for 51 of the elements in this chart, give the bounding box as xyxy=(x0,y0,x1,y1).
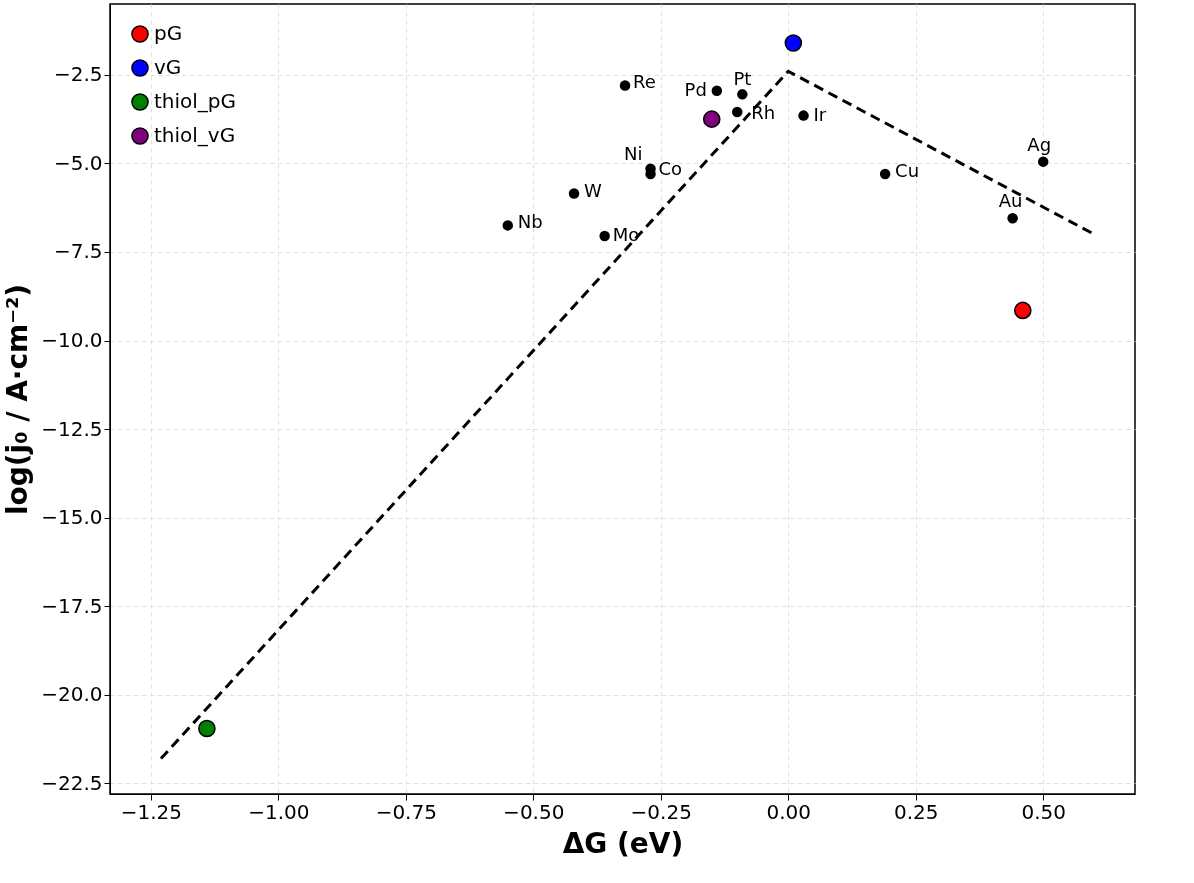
x-tick-label: 0.50 xyxy=(1021,799,1066,824)
point xyxy=(1037,156,1049,167)
y-tick-label: −17.5 xyxy=(41,593,103,618)
point xyxy=(731,106,743,118)
point xyxy=(798,110,809,121)
annotation: Nb xyxy=(517,211,543,233)
y-tick-label: −20.0 xyxy=(41,682,103,707)
point xyxy=(879,168,891,180)
x-tick-label: 0.25 xyxy=(893,799,939,824)
point xyxy=(784,34,803,52)
annotation: Pt xyxy=(733,68,752,90)
y-tick-label: −10.0 xyxy=(41,328,103,353)
legend-label: thiol_pG xyxy=(154,89,237,113)
x-tick-label: −0.25 xyxy=(630,799,692,824)
point xyxy=(502,220,514,231)
point xyxy=(1007,213,1018,224)
legend-label: pG xyxy=(154,21,183,45)
legend-label: thiol_vG xyxy=(154,123,236,147)
annotation: Ir xyxy=(813,103,827,125)
y-tick-label: −15.0 xyxy=(41,505,103,530)
legend-label: vG xyxy=(154,55,182,79)
point xyxy=(737,89,748,100)
x-tick-label: −1.00 xyxy=(248,799,310,824)
annotation: Ni xyxy=(624,142,643,164)
point xyxy=(619,80,631,91)
y-axis-title: log(j₀ / A·cm⁻²) xyxy=(1,283,35,516)
x-tick-label: −0.50 xyxy=(503,799,565,824)
annotation: Co xyxy=(658,158,683,180)
annotation: Pd xyxy=(684,78,707,100)
point xyxy=(711,85,723,97)
x-axis-title: ΔG (eV) xyxy=(562,826,684,860)
y-tick-label: −12.5 xyxy=(41,416,103,441)
annotation: Re xyxy=(633,71,656,93)
point xyxy=(599,230,610,242)
point xyxy=(702,110,721,128)
annotation: W xyxy=(584,179,603,201)
annotation: Mo xyxy=(612,224,640,246)
y-tick-label: −7.5 xyxy=(53,239,103,264)
y-tick-label: −2.5 xyxy=(53,62,103,87)
point xyxy=(198,719,216,738)
annotation: Cu xyxy=(895,160,920,182)
point xyxy=(1014,301,1032,320)
point xyxy=(568,188,580,199)
annotation: Ag xyxy=(1027,133,1052,155)
y-tick-label: −5.0 xyxy=(53,150,103,175)
x-tick-label: −0.75 xyxy=(375,799,437,824)
annotation: Rh xyxy=(751,102,776,124)
x-tick-label: −1.25 xyxy=(120,799,182,824)
y-tick-label: −22.5 xyxy=(41,770,103,795)
x-tick-label: 0.00 xyxy=(766,799,811,824)
annotation: Au xyxy=(998,190,1023,212)
